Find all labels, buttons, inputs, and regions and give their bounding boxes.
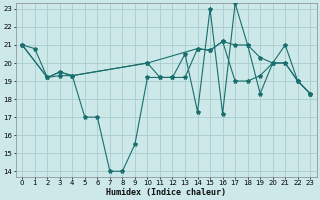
X-axis label: Humidex (Indice chaleur): Humidex (Indice chaleur) [106, 188, 226, 197]
